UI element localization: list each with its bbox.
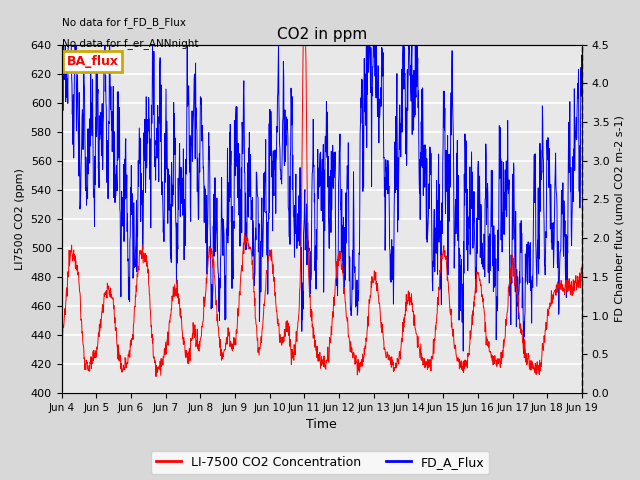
Legend: LI-7500 CO2 Concentration, FD_A_Flux: LI-7500 CO2 Concentration, FD_A_Flux [150,451,490,474]
X-axis label: Time: Time [307,419,337,432]
Text: No data for f_FD_B_Flux: No data for f_FD_B_Flux [61,17,186,27]
Text: BA_flux: BA_flux [67,55,119,68]
Title: CO2 in ppm: CO2 in ppm [276,27,367,42]
Text: No data for f_er_ANNnight: No data for f_er_ANNnight [61,37,198,48]
Y-axis label: FD Chamber flux (umol CO2 m-2 s-1): FD Chamber flux (umol CO2 m-2 s-1) [615,115,625,322]
Y-axis label: LI7500 CO2 (ppm): LI7500 CO2 (ppm) [15,168,25,270]
